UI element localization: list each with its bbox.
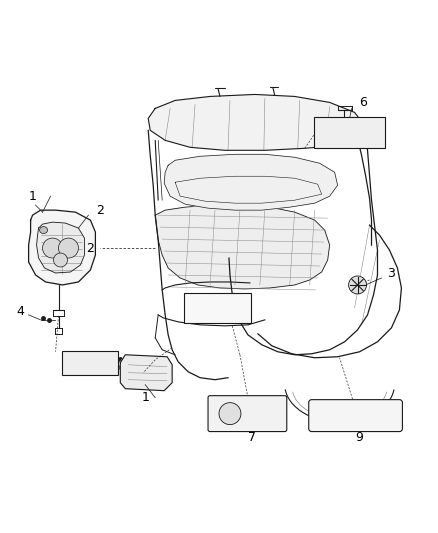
Text: 1: 1 (28, 190, 36, 203)
Text: 6: 6 (360, 96, 367, 109)
Polygon shape (28, 210, 95, 285)
Text: 1: 1 (141, 391, 149, 404)
Text: 2: 2 (86, 241, 94, 255)
Ellipse shape (59, 238, 78, 258)
Ellipse shape (39, 227, 48, 233)
Ellipse shape (219, 402, 241, 425)
FancyBboxPatch shape (309, 400, 403, 432)
Polygon shape (164, 154, 338, 210)
Polygon shape (148, 94, 364, 150)
Text: 4: 4 (17, 305, 25, 318)
Polygon shape (120, 355, 172, 391)
Text: 9: 9 (356, 431, 364, 444)
FancyBboxPatch shape (61, 351, 118, 375)
Text: 7: 7 (248, 431, 256, 444)
Polygon shape (155, 205, 330, 289)
Ellipse shape (42, 238, 63, 258)
FancyBboxPatch shape (314, 117, 385, 148)
Ellipse shape (349, 276, 367, 294)
Text: 2: 2 (96, 204, 104, 216)
Polygon shape (37, 222, 85, 273)
Text: 3: 3 (388, 268, 396, 280)
FancyBboxPatch shape (208, 395, 287, 432)
FancyBboxPatch shape (184, 293, 251, 323)
Ellipse shape (53, 253, 67, 267)
